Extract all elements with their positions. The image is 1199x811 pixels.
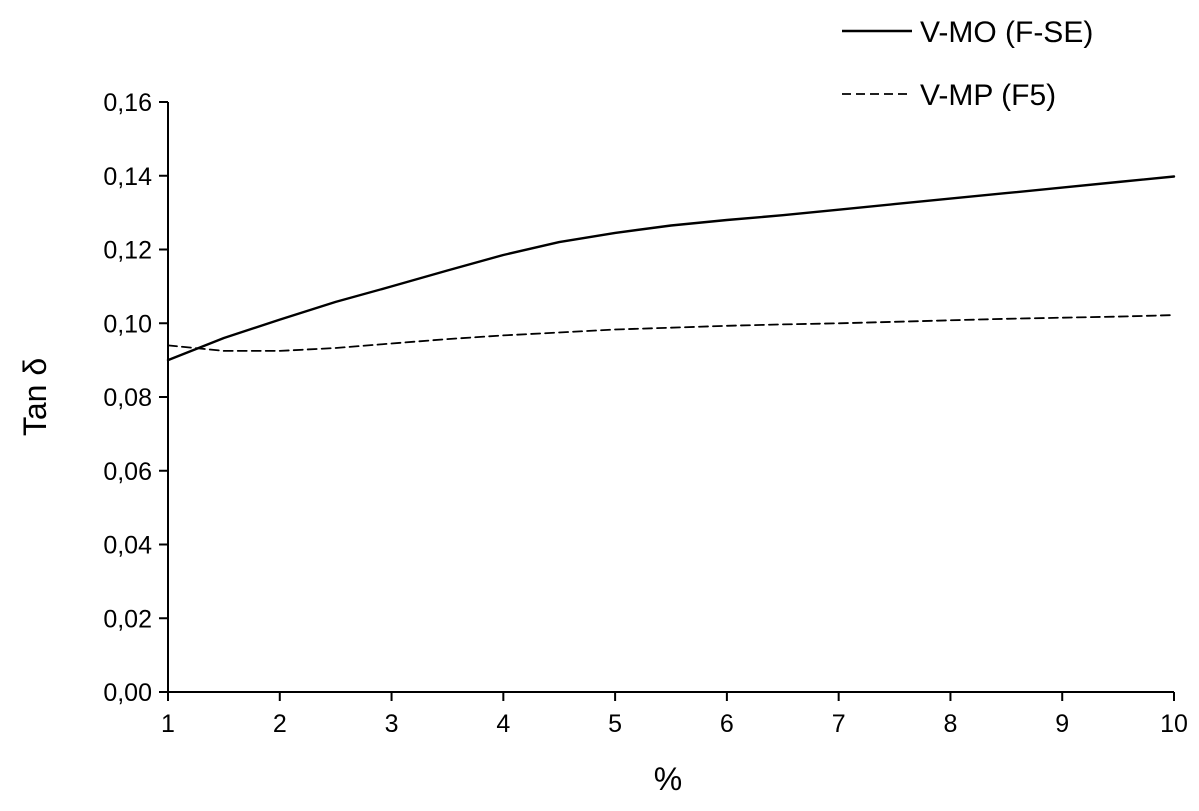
y-axis-title: Tan δ [17,358,53,436]
y-tick-label: 0,16 [103,89,152,117]
legend-label-v-mo-f-se: V-MO (F-SE) [920,16,1093,49]
series-layer [166,175,1176,362]
x-tick-label: 3 [385,710,399,738]
y-tick-label: 0,10 [103,310,152,338]
x-tick-label: 4 [496,710,510,738]
x-tick-label: 2 [273,710,287,738]
x-tick-label: 7 [832,710,846,738]
y-tick-label: 0,14 [103,163,152,191]
y-tick-label: 0,02 [103,605,152,633]
x-axis-title: % [654,761,682,797]
y-tick-label: 0,06 [103,458,152,486]
y-tick-label: 0,08 [103,384,152,412]
x-tick-label: 1 [161,710,175,738]
y-tick-label: 0,12 [103,237,152,265]
x-tick-label: 6 [720,710,734,738]
x-tick-label: 9 [1055,710,1069,738]
x-ticks: 1 2 3 4 5 6 7 8 9 10 [161,692,1188,738]
y-ticks: 0,00 0,02 0,04 0,06 0,08 0,10 0,12 0,14 0,16 [103,89,168,707]
y-tick-label: 0,04 [103,532,152,560]
y-tick-label: 0,00 [103,679,152,707]
series-line-v-mo-f-se [166,175,1176,362]
legend: V-MO (F-SE) V-MP (F5) [842,16,1093,112]
x-tick-label: 10 [1160,710,1188,738]
series-line-v-mp-f5 [167,314,1175,352]
legend-label-v-mp-f5: V-MP (F5) [920,79,1056,112]
x-tick-label: 8 [943,710,957,738]
x-tick-label: 5 [608,710,622,738]
